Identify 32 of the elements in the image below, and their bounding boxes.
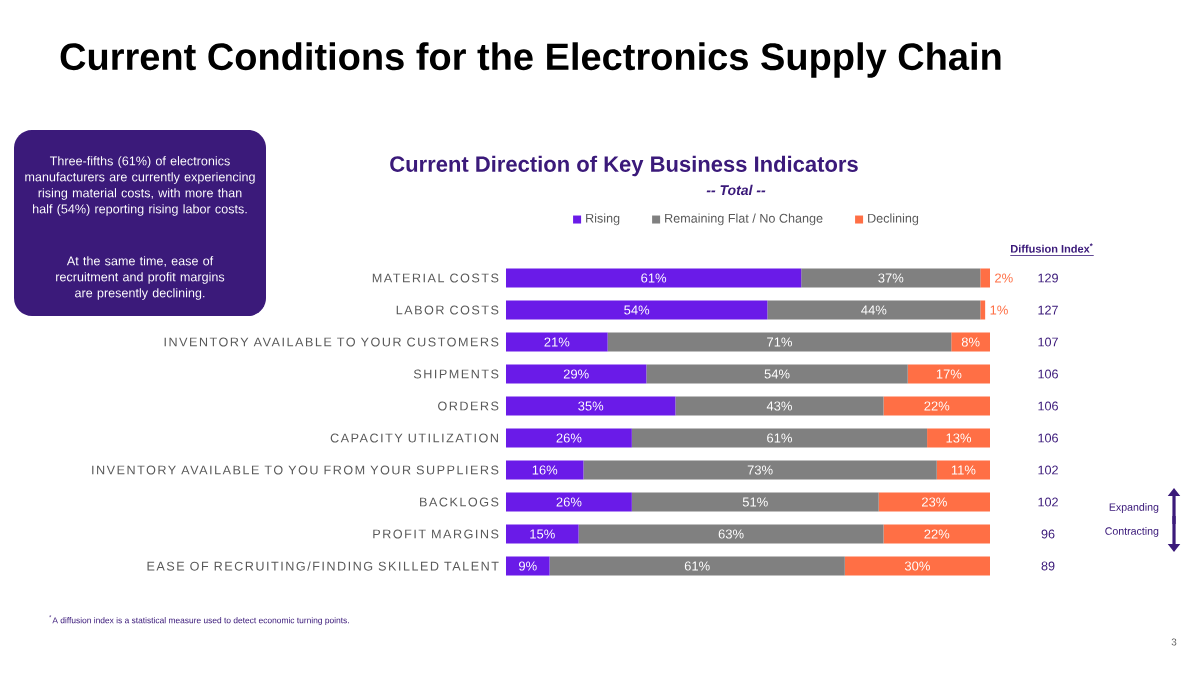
bar (883, 396, 990, 416)
bar (506, 364, 647, 384)
bar (506, 460, 584, 480)
bar (675, 396, 884, 416)
bar (607, 332, 952, 352)
bar (883, 524, 990, 544)
bar (878, 492, 990, 512)
bar (907, 364, 990, 384)
bar (506, 268, 802, 288)
text: Current Conditions for the Electronics Supply Chain (60, 42, 1001, 78)
bar (583, 460, 937, 480)
bar (646, 364, 908, 384)
bar (951, 332, 990, 352)
bar (980, 268, 990, 288)
bar (980, 300, 986, 320)
bar (506, 492, 632, 512)
bar (844, 556, 990, 576)
bar (578, 524, 884, 544)
bar (631, 492, 879, 512)
bar (936, 460, 990, 480)
bar (506, 396, 676, 416)
bar (506, 524, 579, 544)
bar (506, 556, 550, 576)
bar (801, 268, 981, 288)
bar (631, 428, 928, 448)
bar (506, 428, 632, 448)
bar (549, 556, 845, 576)
bar (506, 300, 768, 320)
bar (767, 300, 981, 320)
chart-title: Current Direction of Key Business Indicators (390, 155, 858, 177)
bar (506, 332, 608, 352)
bar (927, 428, 990, 448)
